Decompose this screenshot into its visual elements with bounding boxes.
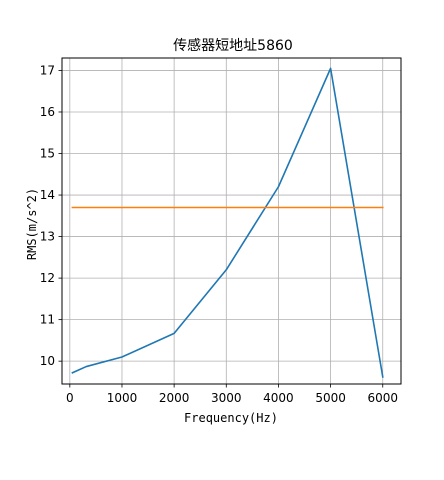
- y-tick-label: 10: [40, 354, 55, 368]
- plot-area-frame: [61, 57, 402, 385]
- series-line-1: [71, 67, 384, 378]
- x-tick-label: 4000: [263, 391, 294, 405]
- y-tick-label: 12: [40, 271, 55, 285]
- y-tick-label: 13: [40, 230, 55, 244]
- series-layer: [71, 67, 384, 378]
- y-tick-label: 17: [40, 63, 55, 77]
- x-axis-label: Frequency(Hz): [184, 411, 278, 425]
- y-tick-label: 14: [40, 188, 55, 202]
- ticks: 0 1000 2000 3000 4000 5000 6000 10 11 12 13 14 15 16 1…: [40, 63, 398, 405]
- x-tick-label: 6000: [367, 391, 398, 405]
- chart-title: 传感器短地址5860: [173, 37, 293, 54]
- x-tick-label: 2000: [159, 391, 190, 405]
- y-tick-label: 16: [40, 105, 55, 119]
- x-tick-label: 5000: [315, 391, 346, 405]
- grid: [62, 58, 401, 384]
- y-tick-label: 15: [40, 147, 55, 161]
- x-tick-label: 1000: [107, 391, 138, 405]
- y-tick-label: 11: [40, 313, 55, 327]
- x-tick-label: 3000: [211, 391, 242, 405]
- x-tick-label: 0: [66, 391, 74, 405]
- y-axis-label: RMS(m/s^2): [25, 188, 39, 260]
